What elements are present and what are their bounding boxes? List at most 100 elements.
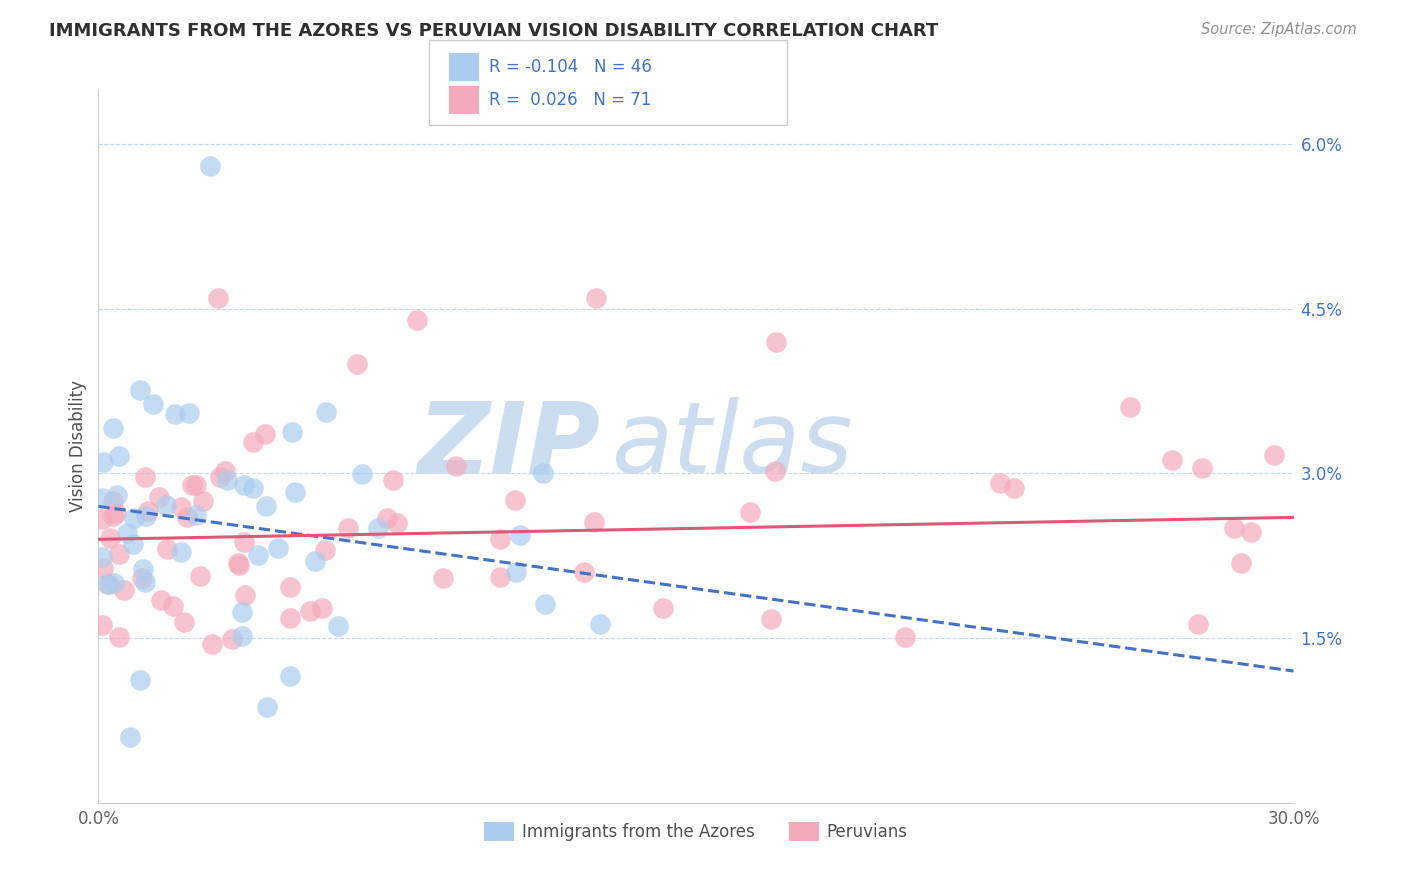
Point — [1230, 556, 1253, 570]
Point — [385, 516, 408, 531]
Text: ZIP: ZIP — [418, 398, 600, 494]
Point — [136, 504, 159, 518]
Point — [107, 631, 129, 645]
Point — [489, 570, 512, 584]
Point — [311, 601, 333, 615]
Text: Source: ZipAtlas.com: Source: ZipAtlas.com — [1201, 22, 1357, 37]
Point — [181, 478, 204, 492]
Point — [432, 571, 454, 585]
Point — [129, 673, 152, 687]
Point — [509, 527, 531, 541]
Point — [531, 466, 554, 480]
Point — [572, 565, 595, 579]
Y-axis label: Vision Disability: Vision Disability — [69, 380, 87, 512]
Point — [254, 499, 277, 513]
Text: R =  0.026   N = 71: R = 0.026 N = 71 — [489, 91, 651, 109]
Point — [231, 629, 253, 643]
Point — [304, 554, 326, 568]
Point — [215, 473, 238, 487]
Point — [96, 576, 118, 591]
Point — [326, 619, 349, 633]
Legend: Immigrants from the Azores, Peruvians: Immigrants from the Azores, Peruvians — [478, 815, 914, 848]
Point — [155, 541, 177, 556]
Point — [256, 700, 278, 714]
Point — [91, 491, 114, 505]
Point — [208, 470, 231, 484]
Point — [170, 544, 193, 558]
Point — [91, 512, 114, 526]
Point — [247, 548, 270, 562]
Point — [266, 541, 288, 555]
Point — [91, 550, 114, 565]
Point — [221, 632, 243, 646]
Point — [122, 537, 145, 551]
Point — [98, 577, 121, 591]
Point — [1240, 525, 1263, 540]
Point — [131, 562, 153, 576]
Point — [1187, 617, 1209, 632]
Point — [214, 464, 236, 478]
Point — [278, 668, 301, 682]
Point — [299, 604, 322, 618]
Point — [314, 543, 336, 558]
Point — [134, 470, 156, 484]
Point — [184, 477, 207, 491]
Point — [346, 357, 368, 371]
Point — [278, 611, 301, 625]
Point — [761, 612, 783, 626]
Point — [489, 532, 512, 546]
Text: R = -0.104   N = 46: R = -0.104 N = 46 — [489, 58, 652, 76]
Point — [278, 581, 301, 595]
Point — [505, 565, 527, 579]
Point — [375, 510, 398, 524]
Point — [988, 475, 1011, 490]
Point — [91, 617, 114, 632]
Point — [534, 597, 557, 611]
Point — [101, 509, 124, 524]
Point — [149, 592, 172, 607]
Point — [1002, 481, 1025, 495]
Point — [589, 617, 612, 632]
Point — [367, 521, 389, 535]
Point — [170, 500, 193, 514]
Point — [765, 334, 787, 349]
Point — [108, 547, 131, 561]
Point — [503, 492, 526, 507]
Point — [104, 506, 127, 520]
Point — [763, 464, 786, 478]
Point — [135, 508, 157, 523]
Point — [232, 534, 254, 549]
Point — [155, 498, 177, 512]
Point — [226, 556, 249, 570]
Point — [107, 449, 129, 463]
Point — [177, 406, 200, 420]
Point — [1223, 521, 1246, 535]
Point — [233, 588, 256, 602]
Text: atlas: atlas — [613, 398, 853, 494]
Point — [585, 291, 607, 305]
Point — [134, 574, 156, 589]
Point — [233, 478, 256, 492]
Point — [242, 435, 264, 450]
Point — [188, 568, 211, 582]
Point — [120, 730, 142, 744]
Point — [165, 407, 187, 421]
Point — [207, 291, 229, 305]
Point — [242, 481, 264, 495]
Point — [281, 425, 304, 439]
Point — [103, 575, 125, 590]
Point — [284, 485, 307, 500]
Point — [198, 159, 221, 173]
Point — [652, 601, 675, 615]
Point — [381, 473, 404, 487]
Point — [103, 493, 125, 508]
Point — [1161, 453, 1184, 467]
Point — [1263, 448, 1285, 462]
Point — [231, 605, 253, 619]
Point — [105, 488, 128, 502]
Point — [738, 505, 761, 519]
Point — [124, 511, 146, 525]
Point — [444, 458, 467, 473]
Point — [176, 509, 198, 524]
Point — [894, 630, 917, 644]
